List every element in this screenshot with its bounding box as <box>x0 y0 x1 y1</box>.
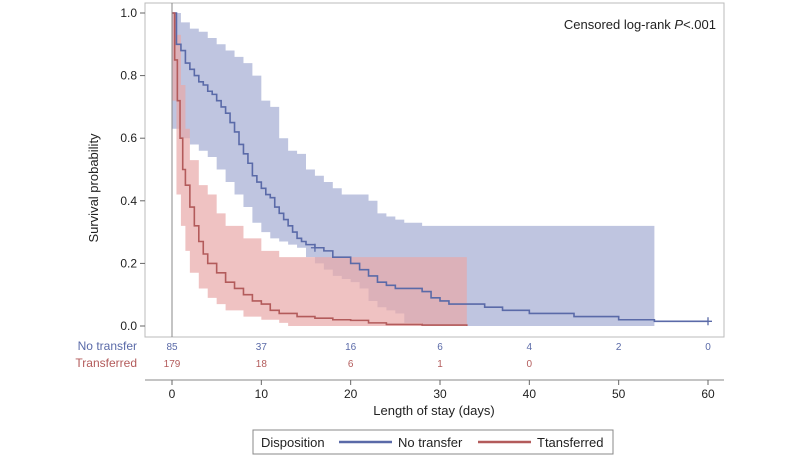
legend-frame <box>252 429 614 455</box>
y-tick-label: 1.0 <box>120 6 137 20</box>
risk-count: 2 <box>616 342 622 353</box>
logrank-annotation: Censored log-rank P<.001 <box>564 17 716 32</box>
y-tick-label: 0.8 <box>120 69 137 83</box>
survival-line-no-transfer <box>172 12 708 323</box>
risk-count: 37 <box>256 342 268 353</box>
risk-count: 6 <box>348 359 354 370</box>
y-tick-label: 0.0 <box>120 319 137 333</box>
y-axis-title: Survival probability <box>86 133 101 243</box>
x-axis-title: Length of stay (days) <box>373 403 494 418</box>
x-tick-label: 30 <box>433 387 447 401</box>
legend-label-no-transfer: No transfer <box>398 435 463 450</box>
x-tick-label: 0 <box>169 387 176 401</box>
risk-count: 179 <box>164 359 181 370</box>
risk-count: 0 <box>527 359 533 370</box>
risk-count: 85 <box>166 342 178 353</box>
x-tick-label: 20 <box>344 387 358 401</box>
y-tick-label: 0.4 <box>120 194 137 208</box>
legend-label-transferred: Ttansferred <box>537 435 603 450</box>
risk-count: 0 <box>705 342 711 353</box>
risk-count: 6 <box>437 342 443 353</box>
y-tick-label: 0.6 <box>120 131 137 145</box>
x-tick-label: 40 <box>523 387 537 401</box>
risk-count: 4 <box>527 342 533 353</box>
risk-row-label: Transferred <box>75 356 137 370</box>
ci-band-no-transfer <box>172 13 655 326</box>
censor-mark <box>704 317 712 326</box>
risk-count: 1 <box>437 359 443 370</box>
risk-count: 18 <box>256 359 268 370</box>
x-tick-label: 50 <box>612 387 626 401</box>
x-tick-label: 60 <box>701 387 715 401</box>
y-tick-label: 0.2 <box>120 256 137 270</box>
survival-line-transferred <box>172 12 468 326</box>
censor-mark <box>310 243 319 252</box>
legend: Disposition No transfer Ttansferred <box>252 429 614 455</box>
risk-count: 16 <box>345 342 357 353</box>
legend-title: Disposition <box>261 435 325 450</box>
ci-band-transferred <box>172 13 467 326</box>
risk-row-label: No transfer <box>78 339 137 353</box>
x-tick-label: 10 <box>255 387 269 401</box>
